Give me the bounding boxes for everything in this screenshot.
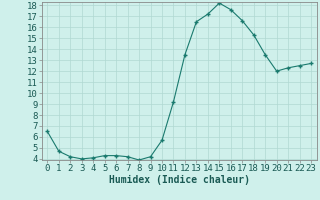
X-axis label: Humidex (Indice chaleur): Humidex (Indice chaleur) xyxy=(109,175,250,185)
